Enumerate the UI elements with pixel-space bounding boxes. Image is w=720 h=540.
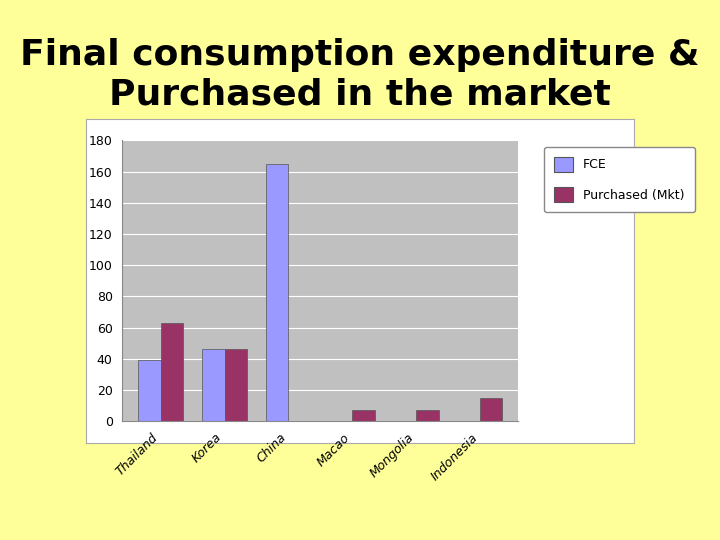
Legend: FCE, Purchased (Mkt): FCE, Purchased (Mkt) xyxy=(544,147,695,212)
Bar xyxy=(138,360,161,421)
Text: Final consumption expenditure &
Purchased in the market: Final consumption expenditure & Purchase… xyxy=(20,38,700,111)
Bar xyxy=(225,349,247,421)
Bar xyxy=(161,323,183,421)
Bar xyxy=(352,410,374,421)
Bar xyxy=(416,410,438,421)
Bar xyxy=(266,164,289,421)
Bar xyxy=(480,398,503,421)
Bar xyxy=(202,349,225,421)
